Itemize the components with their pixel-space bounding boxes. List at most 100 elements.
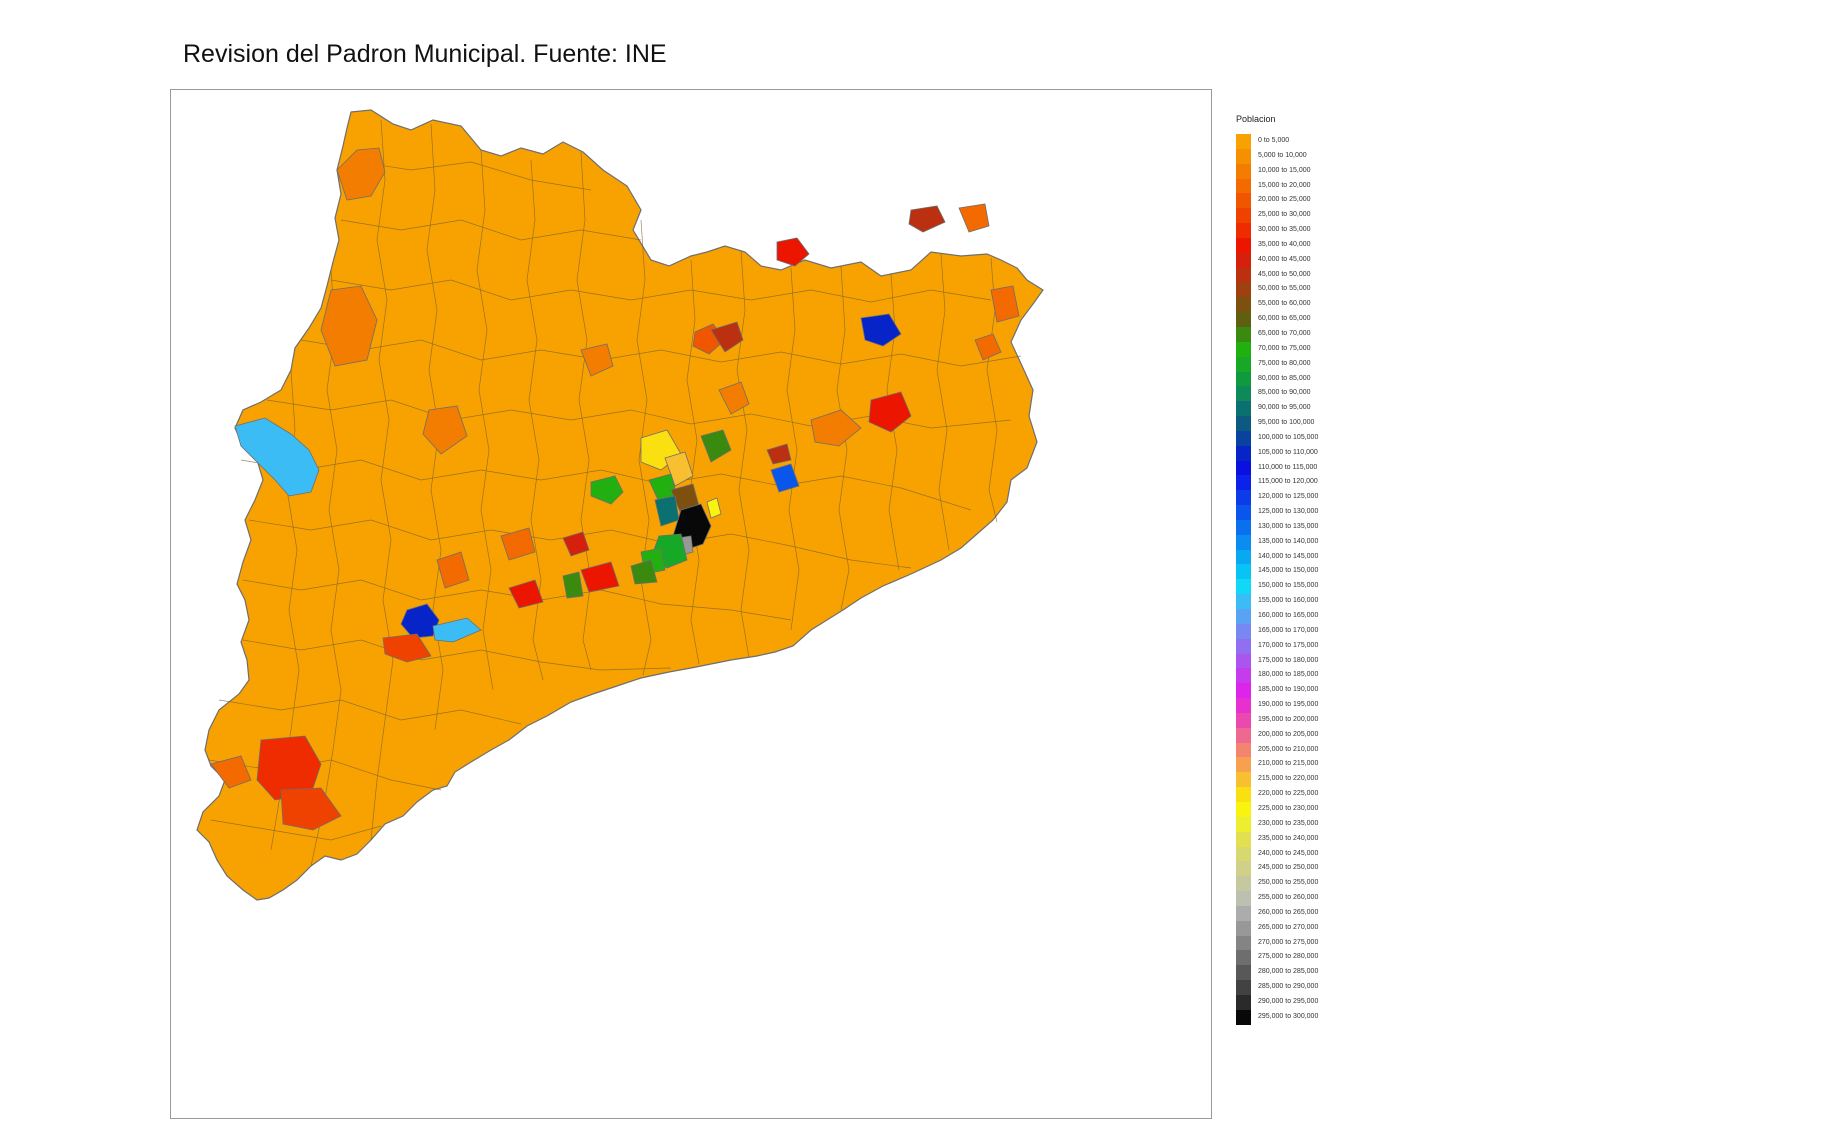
legend-label: 145,000 to 150,000: [1258, 567, 1319, 575]
legend-item: 65,000 to 70,000: [1236, 326, 1366, 342]
municipality-shape: [630, 559, 658, 585]
legend-swatch: [1236, 134, 1251, 149]
legend-item: 295,000 to 300,000: [1236, 1009, 1366, 1025]
legend-swatch: [1236, 876, 1251, 892]
legend-item: 90,000 to 95,000: [1236, 401, 1366, 417]
legend-swatch: [1236, 594, 1251, 609]
legend-swatch: [1236, 816, 1251, 832]
legend-item: 260,000 to 265,000: [1236, 905, 1366, 921]
legend-swatch: [1236, 742, 1251, 758]
legend-item: 220,000 to 225,000: [1236, 787, 1366, 802]
municipality-shape: [860, 313, 902, 347]
legend-label: 175,000 to 180,000: [1258, 656, 1319, 664]
legend-swatch: [1236, 757, 1251, 773]
municipality-shape: [500, 527, 536, 561]
legend-label: 255,000 to 260,000: [1258, 894, 1319, 902]
legend-label: 90,000 to 95,000: [1258, 404, 1311, 412]
legend-label: 200,000 to 205,000: [1258, 730, 1319, 738]
legend-item: 130,000 to 135,000: [1236, 519, 1366, 535]
legend-item: 100,000 to 105,000: [1236, 430, 1366, 446]
legend-label: 165,000 to 170,000: [1258, 626, 1319, 634]
legend-item: 235,000 to 240,000: [1236, 831, 1366, 847]
legend-label: 275,000 to 280,000: [1258, 953, 1319, 961]
municipality-shape: [382, 633, 432, 663]
legend-label: 95,000 to 100,000: [1258, 419, 1315, 427]
legend-swatch: [1236, 920, 1251, 936]
municipality-shape: [770, 463, 800, 493]
legend-label: 180,000 to 185,000: [1258, 671, 1319, 679]
legend-item: 115,000 to 120,000: [1236, 475, 1366, 491]
municipality-shape: [210, 755, 252, 789]
legend-swatch: [1236, 312, 1251, 327]
legend-label: 265,000 to 270,000: [1258, 923, 1319, 931]
legend-item: 80,000 to 85,000: [1236, 371, 1366, 387]
municipality-shape: [508, 579, 544, 609]
legend-item: 70,000 to 75,000: [1236, 341, 1366, 357]
legend-swatch: [1236, 549, 1251, 565]
legend-label: 190,000 to 195,000: [1258, 701, 1319, 709]
legend-label: 160,000 to 165,000: [1258, 612, 1319, 619]
legend-swatch: [1236, 519, 1251, 535]
legend-label: 30,000 to 35,000: [1258, 226, 1311, 234]
legend-item: 95,000 to 100,000: [1236, 416, 1366, 431]
legend-swatch: [1236, 282, 1251, 298]
legend-swatch: [1236, 237, 1251, 253]
legend-item: 110,000 to 115,000: [1236, 460, 1366, 476]
legend-item: 120,000 to 125,000: [1236, 490, 1366, 506]
map-legend: Poblacion 0 to 5,000 5,000 to 10,000 10,00…: [1236, 114, 1366, 1025]
legend-swatch: [1236, 252, 1251, 268]
legend-label: 85,000 to 90,000: [1258, 389, 1311, 397]
legend-item: 190,000 to 195,000: [1236, 698, 1366, 713]
legend-item: 180,000 to 185,000: [1236, 668, 1366, 684]
legend-label: 195,000 to 200,000: [1258, 715, 1319, 723]
municipality-shape: [908, 205, 946, 233]
legend-item: 105,000 to 110,000: [1236, 445, 1366, 461]
legend-swatch: [1236, 801, 1251, 817]
legend-swatch: [1236, 356, 1251, 372]
legend-swatch: [1236, 935, 1251, 951]
legend-item: 255,000 to 260,000: [1236, 891, 1366, 906]
legend-item: 5,000 to 10,000: [1236, 148, 1366, 164]
legend-swatch: [1236, 445, 1251, 461]
legend-item: 150,000 to 155,000: [1236, 579, 1366, 595]
legend-label: 140,000 to 145,000: [1258, 552, 1319, 560]
legend-item: 230,000 to 235,000: [1236, 816, 1366, 832]
legend-item: 170,000 to 175,000: [1236, 638, 1366, 654]
municipality-shape: [974, 333, 1002, 361]
region-outline: [196, 109, 1044, 901]
municipalities-highlighted: [210, 147, 1020, 831]
municipality-shape: [700, 429, 732, 463]
legend-item: 55,000 to 60,000: [1236, 297, 1366, 313]
legend-item: 205,000 to 210,000: [1236, 742, 1366, 758]
legend-label: 280,000 to 285,000: [1258, 968, 1319, 976]
legend-item: 15,000 to 20,000: [1236, 178, 1366, 194]
legend-item: 125,000 to 130,000: [1236, 505, 1366, 520]
legend-swatch: [1236, 980, 1251, 995]
legend-label: 50,000 to 55,000: [1258, 285, 1311, 293]
legend-swatch: [1236, 297, 1251, 313]
legend-item: 155,000 to 160,000: [1236, 594, 1366, 609]
map-frame: [170, 89, 1212, 1119]
legend-swatch: [1236, 905, 1251, 921]
municipality-shape: [710, 321, 744, 353]
legend-item: 135,000 to 140,000: [1236, 534, 1366, 550]
legend-label: 135,000 to 140,000: [1258, 537, 1319, 545]
legend-swatch: [1236, 772, 1251, 788]
legend-swatch: [1236, 460, 1251, 476]
legend-label: 5,000 to 10,000: [1258, 151, 1307, 159]
legend-item: 290,000 to 295,000: [1236, 994, 1366, 1010]
municipality-shape: [336, 147, 386, 201]
legend-label: 115,000 to 120,000: [1258, 478, 1318, 486]
legend-swatch: [1236, 609, 1251, 624]
legend-item: 210,000 to 215,000: [1236, 757, 1366, 773]
legend-label: 270,000 to 275,000: [1258, 938, 1319, 946]
municipality-shape: [958, 203, 990, 233]
legend-label: 240,000 to 245,000: [1258, 849, 1319, 857]
catalonia-map: [196, 109, 1044, 901]
legend-swatch: [1236, 416, 1251, 431]
legend-swatch: [1236, 193, 1251, 209]
legend-label: 130,000 to 135,000: [1258, 522, 1319, 530]
legend-item: 30,000 to 35,000: [1236, 223, 1366, 238]
legend-label: 80,000 to 85,000: [1258, 374, 1311, 382]
legend-item: 0 to 5,000: [1236, 134, 1366, 149]
